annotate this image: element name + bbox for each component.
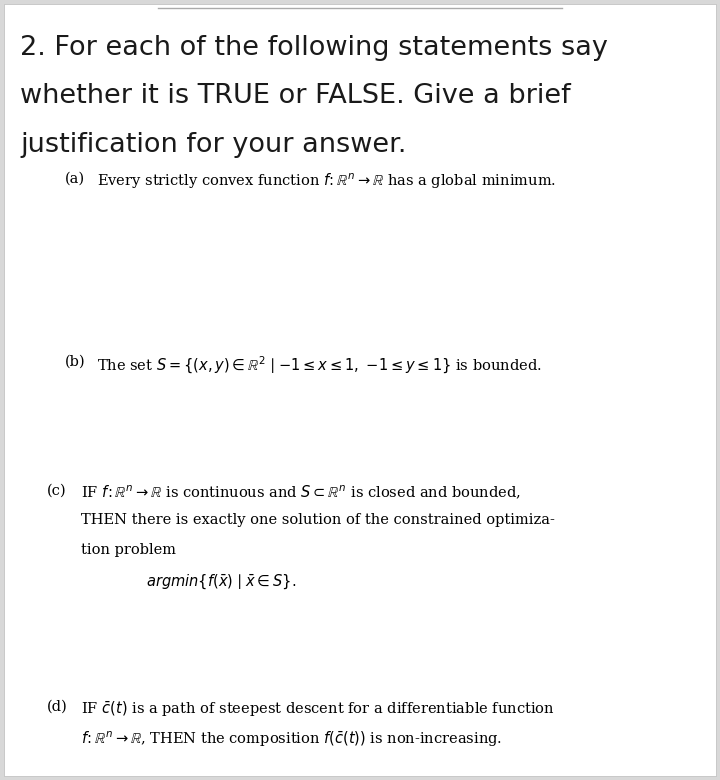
Text: (d): (d) <box>47 700 68 714</box>
Text: (c): (c) <box>47 484 66 498</box>
Text: justification for your answer.: justification for your answer. <box>20 132 407 158</box>
Text: (a): (a) <box>65 172 85 186</box>
Text: The set $S = \{(x, y) \in \mathbb{R}^2 \mid {-1} \leq x \leq 1,\ {-1} \leq y \le: The set $S = \{(x, y) \in \mathbb{R}^2 \… <box>97 355 542 376</box>
Text: $argmin\{f(\bar{x}) \mid \bar{x} \in S\}.$: $argmin\{f(\bar{x}) \mid \bar{x} \in S\}… <box>81 573 297 591</box>
Text: Every strictly convex function $f\!: \mathbb{R}^n \to \mathbb{R}$ has a global m: Every strictly convex function $f\!: \ma… <box>97 172 557 191</box>
Text: whether it is TRUE or FALSE. Give a brief: whether it is TRUE or FALSE. Give a brie… <box>20 83 571 109</box>
Text: 2. For each of the following statements say: 2. For each of the following statements … <box>20 35 608 61</box>
Text: THEN there is exactly one solution of the constrained optimiza-: THEN there is exactly one solution of th… <box>81 513 555 527</box>
Text: IF $f\!: \mathbb{R}^n \to \mathbb{R}$ is continuous and $S \subset \mathbb{R}^n$: IF $f\!: \mathbb{R}^n \to \mathbb{R}$ is… <box>81 484 521 502</box>
Text: IF $\bar{c}(t)$ is a path of steepest descent for a differentiable function: IF $\bar{c}(t)$ is a path of steepest de… <box>81 700 555 718</box>
Text: tion problem: tion problem <box>81 543 176 557</box>
Text: $f\!: \mathbb{R}^n \to \mathbb{R}$, THEN the composition $f(\bar{c}(t))$ is non-: $f\!: \mathbb{R}^n \to \mathbb{R}$, THEN… <box>81 729 503 749</box>
Text: (b): (b) <box>65 355 86 369</box>
